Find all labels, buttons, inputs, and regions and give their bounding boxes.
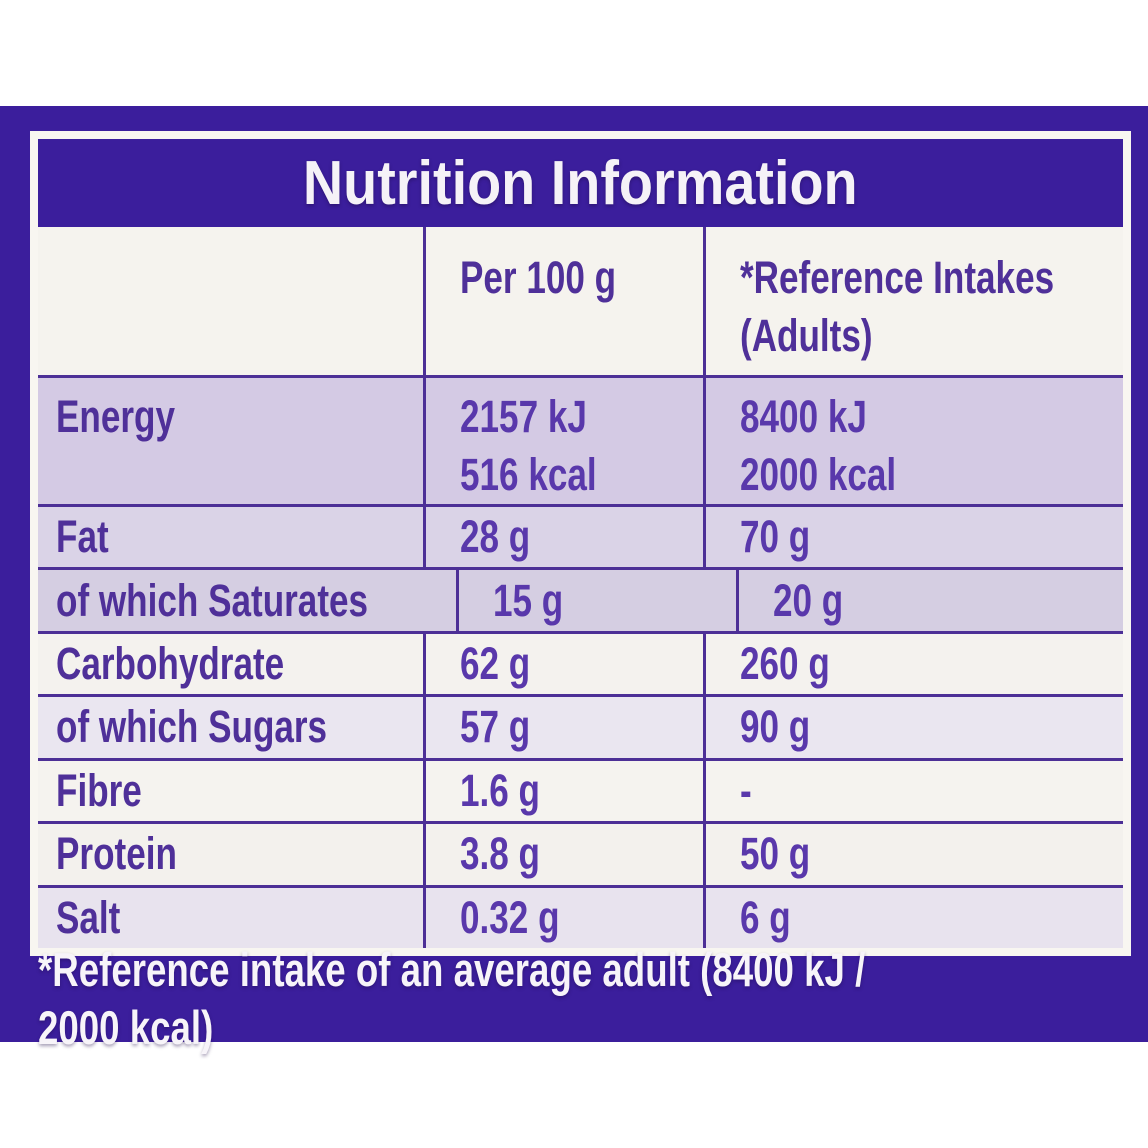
per-100g-value-cell: 0.32 g bbox=[423, 887, 703, 948]
reference-intake-value: 8400 kJ bbox=[740, 391, 867, 442]
reference-intake-value-cell: 8400 kJ 2000 kcal bbox=[703, 378, 1123, 504]
per-100g-value: 15 g bbox=[493, 574, 564, 626]
per-100g-value: 3.8 g bbox=[460, 828, 540, 880]
per-100g-value: 62 g bbox=[460, 638, 531, 690]
per-100g-value-cell: 57 g bbox=[423, 697, 703, 758]
footnote-text: *Reference intake of an average adult (8… bbox=[38, 943, 866, 1054]
nutrient-name-cell: Fat bbox=[38, 507, 423, 567]
per-100g-value: 2157 kJ bbox=[460, 391, 587, 442]
table-row: Fibre 1.6 g - bbox=[38, 757, 1123, 822]
reference-intake-footnote: *Reference intake of an average adult (8… bbox=[0, 943, 1148, 1054]
reference-intake-value: 2000 kcal bbox=[740, 449, 897, 500]
nutrition-table: Per 100 g *Reference Intakes (Adults) En… bbox=[38, 227, 1123, 948]
nutrient-name: of which Saturates bbox=[56, 574, 369, 626]
nutrient-name: Protein bbox=[56, 828, 177, 880]
reference-intake-value: 260 g bbox=[740, 638, 830, 690]
reference-intake-value-cell: 70 g bbox=[703, 507, 1123, 568]
nutrient-name: Salt bbox=[56, 891, 121, 943]
reference-intake-value-cell: 90 g bbox=[703, 697, 1123, 758]
nutrient-name: Fat bbox=[56, 511, 109, 563]
per-100g-value: 57 g bbox=[460, 701, 531, 753]
header-cell-per-100g: Per 100 g bbox=[423, 227, 703, 375]
nutrient-name-cell: of which Saturates bbox=[38, 570, 456, 630]
label-frame: Nutrition Information Per 100 g *Referen… bbox=[30, 131, 1131, 956]
reference-intake-value: 90 g bbox=[740, 701, 811, 753]
nutrient-name-cell: Carbohydrate bbox=[38, 634, 423, 694]
reference-intake-value: 50 g bbox=[740, 828, 811, 880]
reference-intake-value-cell: 260 g bbox=[703, 633, 1123, 695]
nutrient-name: of which Sugars bbox=[56, 701, 328, 753]
per-100g-value-cell: 1.6 g bbox=[423, 760, 703, 822]
header-cell-reference-intakes: *Reference Intakes (Adults) bbox=[703, 227, 1143, 375]
column-header-reference-line1: *Reference Intakes bbox=[740, 252, 1055, 303]
nutrient-name-cell: of which Sugars bbox=[38, 697, 423, 757]
per-100g-value: 0.32 g bbox=[460, 891, 560, 943]
nutrient-name-cell: Energy bbox=[38, 378, 423, 504]
nutrient-name-cell: Salt bbox=[38, 888, 423, 948]
reference-intake-value: - bbox=[740, 764, 752, 816]
label-purple-background: Nutrition Information Per 100 g *Referen… bbox=[0, 106, 1148, 1054]
column-header-per-100g: Per 100 g bbox=[460, 252, 617, 303]
reference-intake-value-cell: 20 g bbox=[736, 570, 1123, 631]
reference-intake-value: 70 g bbox=[740, 511, 811, 563]
column-header-reference-line2: (Adults) bbox=[740, 310, 873, 361]
per-100g-value-cell: 62 g bbox=[423, 633, 703, 695]
nutrient-name-cell: Fibre bbox=[38, 761, 423, 821]
per-100g-value-cell: 2157 kJ 516 kcal bbox=[423, 378, 703, 504]
table-row: of which Sugars 57 g 90 g bbox=[38, 694, 1123, 758]
nutrient-name: Carbohydrate bbox=[56, 638, 285, 690]
table-row: Carbohydrate 62 g 260 g bbox=[38, 630, 1123, 695]
per-100g-value-cell: 15 g bbox=[456, 570, 736, 631]
nutrient-name: Fibre bbox=[56, 764, 142, 816]
reference-intake-value: 6 g bbox=[740, 891, 791, 943]
per-100g-value: 28 g bbox=[460, 511, 531, 563]
reference-intake-value: 20 g bbox=[773, 574, 844, 626]
reference-intake-value-cell: 50 g bbox=[703, 824, 1123, 885]
reference-intake-value-cell: 6 g bbox=[703, 887, 1123, 948]
table-row: Salt 0.32 g 6 g bbox=[38, 884, 1123, 948]
table-header-row: Per 100 g *Reference Intakes (Adults) bbox=[38, 227, 1123, 375]
table-row: Energy 2157 kJ 516 kcal 8400 kJ 2000 kcal bbox=[38, 375, 1123, 504]
table-row: Fat 28 g 70 g bbox=[38, 504, 1123, 568]
reference-intake-value-cell: - bbox=[703, 760, 1123, 822]
table-row: Protein 3.8 g 50 g bbox=[38, 821, 1123, 885]
header-cell-empty bbox=[38, 227, 423, 375]
per-100g-value: 516 kcal bbox=[460, 449, 597, 500]
page-title: Nutrition Information bbox=[303, 148, 858, 218]
table-row: of which Saturates 15 g 20 g bbox=[38, 567, 1123, 631]
nutrient-name-cell: Protein bbox=[38, 824, 423, 884]
per-100g-value-cell: 3.8 g bbox=[423, 824, 703, 885]
nutrient-name: Energy bbox=[56, 391, 175, 442]
per-100g-value: 1.6 g bbox=[460, 764, 540, 816]
title-band: Nutrition Information bbox=[38, 139, 1123, 227]
per-100g-value-cell: 28 g bbox=[423, 507, 703, 568]
